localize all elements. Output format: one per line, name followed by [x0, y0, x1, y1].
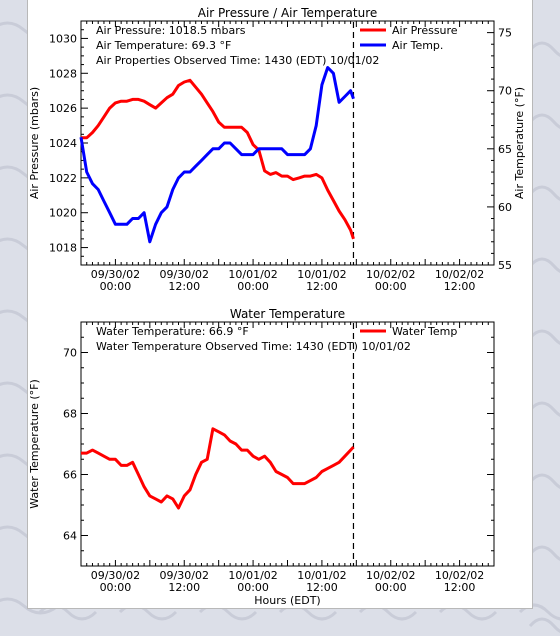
chart1-y-tick-label: 1018	[49, 242, 77, 255]
chart2-y-axis-label: Water Temperature (°F)	[28, 379, 41, 509]
chart1-x-tick-label-time: 00:00	[375, 280, 407, 293]
chart1-legend-label-2: Air Temp.	[392, 39, 443, 52]
chart1-legend-label-1: Air Pressure	[392, 24, 458, 37]
background-swirl	[528, 257, 560, 273]
chart1-y-axis-label: Air Pressure (mbars)	[28, 87, 41, 199]
chart2-annotation-2: Water Temperature Observed Time: 1430 (E…	[96, 340, 411, 353]
chart2-x-tick-label-date: 10/01/02	[228, 569, 277, 582]
chart1-x-tick-label-date: 10/02/02	[435, 268, 484, 281]
chart2-legend-label-1: Water Temp	[392, 325, 457, 338]
chart2-x-tick-label-time: 00:00	[237, 581, 269, 594]
chart2-title: Water Temperature	[230, 307, 345, 321]
background-swirl	[528, 41, 560, 57]
background-swirl	[528, 185, 560, 201]
chart2-x-axis-label: Hours (EDT)	[254, 594, 320, 607]
chart2-y-tick-label: 66	[63, 469, 77, 482]
chart1-annotation-2: Air Temperature: 69.3 °F	[96, 39, 231, 52]
chart2-y-tick-label: 68	[63, 408, 77, 421]
background-swirl	[528, 545, 560, 561]
background-swirl	[528, 401, 560, 417]
background-swirl	[528, 329, 560, 345]
background-swirl	[528, 113, 560, 129]
chart1-group: Air Pressure / Air Temperature09/30/0200…	[28, 6, 526, 293]
chart-panel	[27, 0, 533, 609]
chart2-x-tick-label-time: 12:00	[444, 581, 476, 594]
chart1-y-tick-label: 1020	[49, 207, 77, 220]
chart2-y-tick-label: 64	[63, 530, 77, 543]
chart1-y2-tick-label: 65	[498, 143, 512, 156]
chart1-series-line-2	[79, 66, 355, 244]
chart1-annotation-3: Air Properties Observed Time: 1430 (EDT)…	[96, 54, 379, 67]
chart1-x-tick-label-time: 12:00	[168, 280, 200, 293]
chart2-x-tick-label-time: 12:00	[168, 581, 200, 594]
chart2-x-tick-label-date: 10/02/02	[366, 569, 415, 582]
chart1-y-tick-label: 1026	[49, 102, 77, 115]
chart2-x-tick-label-date: 09/30/02	[160, 569, 209, 582]
chart1-x-tick-label-date: 10/01/02	[297, 268, 346, 281]
chart1-x-tick-label-time: 00:00	[237, 280, 269, 293]
chart1-y2-axis-label: Air Temperature (°F)	[513, 87, 526, 199]
chart1-y2-tick-label: 70	[498, 85, 512, 98]
chart2-y-tick-label: 70	[63, 347, 77, 360]
chart1-y-tick-label: 1028	[49, 67, 77, 80]
chart1-x-tick-label-date: 10/01/02	[228, 268, 277, 281]
chart2-x-tick-label-date: 10/01/02	[297, 569, 346, 582]
chart1-series-line-1	[81, 78, 355, 240]
chart1-y2-tick-label: 75	[498, 27, 512, 40]
background-swirl	[0, 597, 59, 615]
chart2-annotation-1: Water Temperature: 66.9 °F	[96, 325, 249, 338]
chart1-x-tick-label-date: 09/30/02	[91, 268, 140, 281]
chart2-x-tick-label-time: 00:00	[375, 581, 407, 594]
chart1-x-tick-label-date: 09/30/02	[160, 268, 209, 281]
chart2-x-tick-label-time: 12:00	[306, 581, 338, 594]
background-swirl	[528, 617, 560, 633]
background-swirl	[528, 473, 560, 489]
chart2-group: Water Temperature09/30/0200:0009/30/0212…	[28, 307, 495, 607]
chart1-y2-tick-label: 55	[498, 259, 512, 272]
chart2-x-tick-label-date: 10/02/02	[435, 569, 484, 582]
chart2-plot-frame	[80, 321, 495, 567]
chart1-x-tick-label-time: 12:00	[444, 280, 476, 293]
chart1-annotation-1: Air Pressure: 1018.5 mbars	[96, 24, 246, 37]
chart2-x-tick-label-time: 00:00	[100, 581, 132, 594]
chart1-x-tick-label-time: 12:00	[306, 280, 338, 293]
chart1-y-tick-label: 1022	[49, 172, 77, 185]
chart1-y-tick-label: 1030	[49, 32, 77, 45]
chart1-y2-tick-label: 60	[498, 201, 512, 214]
chart1-x-tick-label-time: 00:00	[100, 280, 132, 293]
chart1-y-tick-label: 1024	[49, 137, 77, 150]
chart2-x-tick-label-date: 09/30/02	[91, 569, 140, 582]
chart1-title: Air Pressure / Air Temperature	[198, 6, 378, 20]
chart2-series-line-1	[81, 427, 355, 510]
chart1-x-tick-label-date: 10/02/02	[366, 268, 415, 281]
